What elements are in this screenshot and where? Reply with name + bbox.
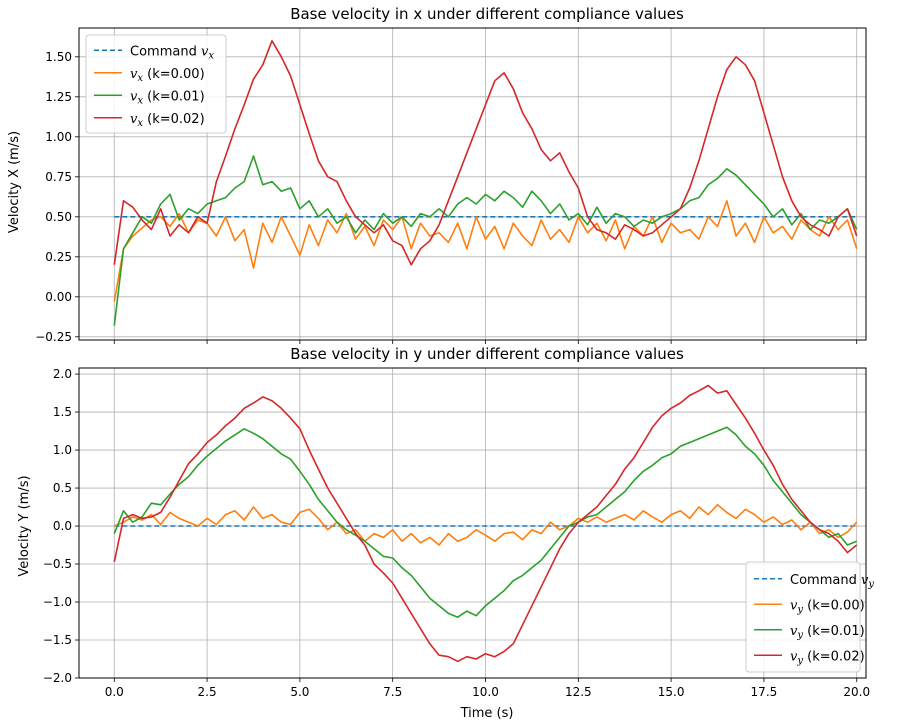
y-axis-label: Velocity Y (m/s)	[17, 475, 32, 576]
legend-label: vy (k=0.01)	[790, 624, 865, 641]
y-tick-label: 0.00	[45, 290, 72, 304]
y-tick-label: 1.0	[53, 443, 72, 457]
series-line	[113, 155, 858, 326]
chart-velocity-y: Base velocity in y under different compl…	[17, 345, 874, 720]
y-tick-label: −0.25	[35, 330, 72, 344]
chart-velocity-x: Base velocity in x under different compl…	[7, 5, 867, 344]
plot-frame	[78, 27, 867, 341]
y-tick-label: 0.50	[45, 210, 72, 224]
y-tick-label: 0.0	[53, 519, 72, 533]
chart-title: Base velocity in y under different compl…	[290, 345, 684, 363]
x-tick-label: 10.0	[472, 685, 499, 699]
x-tick-label: 17.5	[751, 685, 778, 699]
y-tick-label: 0.75	[45, 170, 72, 184]
y-tick-label: 1.50	[45, 50, 72, 64]
series-line	[113, 200, 858, 302]
legend-label: vy (k=0.00)	[790, 598, 865, 615]
y-tick-label: −1.0	[43, 595, 72, 609]
x-tick-label: 12.5	[565, 685, 592, 699]
series-line	[113, 384, 858, 663]
x-tick-label: 2.5	[198, 685, 217, 699]
plot-frame	[78, 367, 867, 679]
y-tick-label: −2.0	[43, 671, 72, 685]
legend-label: vx (k=0.00)	[130, 67, 205, 84]
legend: Command vy vy (k=0.00) vy (k=0.01) vy (k=0.…	[745, 561, 874, 673]
legend: Command vx vx (k=0.00) vx (k=0.01) vx (k=0.…	[85, 34, 227, 134]
x-tick-label: 20.0	[843, 685, 870, 699]
series-line	[113, 39, 858, 266]
y-tick-label: −1.5	[43, 633, 72, 647]
y-tick-label: −0.5	[43, 557, 72, 571]
series-layer	[113, 384, 858, 663]
y-tick-label: 2.0	[53, 367, 72, 381]
y-tick-label: 1.00	[45, 130, 72, 144]
y-tick-label: 0.25	[45, 250, 72, 264]
x-tick-label: 7.5	[383, 685, 402, 699]
x-axis-label: Time (s)	[460, 706, 514, 720]
legend-label: vx (k=0.01)	[130, 89, 205, 106]
y-tick-label: 0.5	[53, 481, 72, 495]
legend-label: Command vx	[130, 44, 214, 61]
x-tick-label: 0.0	[105, 685, 124, 699]
legend-box	[745, 561, 861, 673]
x-tick-label: 5.0	[290, 685, 309, 699]
ticks: 0.0 2.5 5.0 7.5 10.0 12.5 15.0 17.5 20.0 −2.0 −1.5…	[43, 367, 870, 699]
y-tick-label: 1.5	[53, 405, 72, 419]
series-layer	[113, 39, 858, 326]
y-tick-label: 1.25	[45, 90, 72, 104]
x-tick-label: 15.0	[658, 685, 685, 699]
ticks: −0.25 0.00 0.25 0.50 0.75 1.00 1.25 1.50	[35, 50, 858, 344]
legend-label: Command vy	[790, 573, 874, 590]
y-axis-label: Velocity X (m/s)	[7, 131, 22, 233]
legend-box	[85, 34, 227, 134]
series-line	[113, 426, 858, 619]
legend-label: vy (k=0.02)	[790, 649, 865, 666]
legend-label: vx (k=0.02)	[130, 112, 205, 129]
chart-title: Base velocity in x under different compl…	[290, 5, 684, 23]
series-line	[113, 503, 858, 546]
